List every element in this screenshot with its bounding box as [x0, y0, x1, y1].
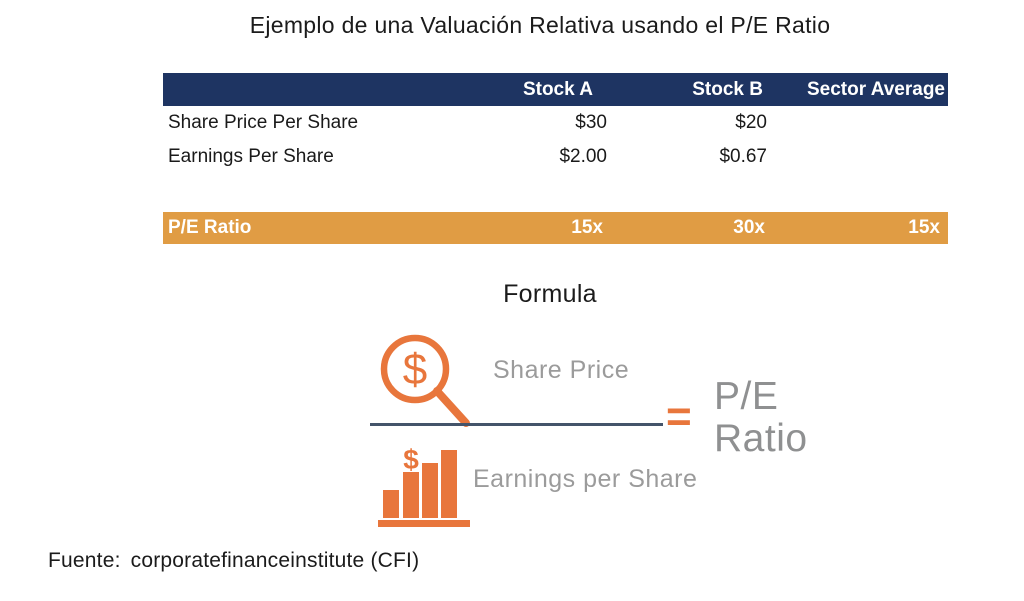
result-line-2: Ratio: [714, 417, 808, 461]
result-line-1: P/E: [714, 375, 779, 418]
table-row-share-price: Share Price Per Share $30 $20: [163, 106, 948, 140]
table-row-earnings: Earnings Per Share $2.00 $0.67: [163, 140, 948, 174]
header-cell-stock-b: Stock B: [692, 78, 763, 100]
cell-stock-a: 15x: [571, 217, 603, 238]
cell-sector-average: 15x: [908, 217, 940, 238]
cell-stock-a: $2.00: [559, 146, 607, 167]
row-label: Share Price Per Share: [168, 112, 359, 133]
table-row-pe-ratio: P/E Ratio 15x 30x 15x: [163, 212, 948, 244]
cell-stock-b: $0.67: [719, 146, 767, 167]
cell-stock-a: $30: [575, 112, 607, 133]
source-label: Fuente:: [48, 549, 121, 572]
header-cell-sector-average: Sector Average: [807, 78, 945, 100]
equals-sign: =: [666, 392, 692, 441]
source-note: Fuente: corporatefinanceinstitute (CFI): [48, 549, 419, 573]
pe-ratio-table: Stock A Stock B Sector Average Share Pri…: [163, 73, 948, 244]
fraction-divider: [370, 423, 663, 426]
header-cell-stock-a: Stock A: [522, 78, 593, 100]
numerator-label: Share Price: [493, 356, 630, 384]
cell-stock-b: $20: [735, 112, 767, 133]
row-label: P/E Ratio: [168, 217, 252, 238]
cell-stock-b: 30x: [733, 217, 765, 238]
source-value: corporatefinanceinstitute (CFI): [130, 549, 420, 572]
dollar-bar-chart-icon: $: [376, 441, 472, 533]
svg-text:$: $: [403, 345, 427, 394]
pe-ratio-result: P/E Ratio: [714, 375, 808, 461]
table-header-row: Stock A Stock B Sector Average: [163, 73, 948, 106]
dollar-magnifier-icon: $: [377, 331, 473, 436]
denominator-label: Earnings per Share: [473, 465, 698, 493]
table-spacer: [163, 174, 948, 212]
svg-text:$: $: [403, 444, 419, 475]
formula-heading: Formula: [503, 280, 597, 308]
row-label: Earnings Per Share: [168, 146, 334, 167]
page-title: Ejemplo de una Valuación Relativa usando…: [249, 12, 831, 38]
